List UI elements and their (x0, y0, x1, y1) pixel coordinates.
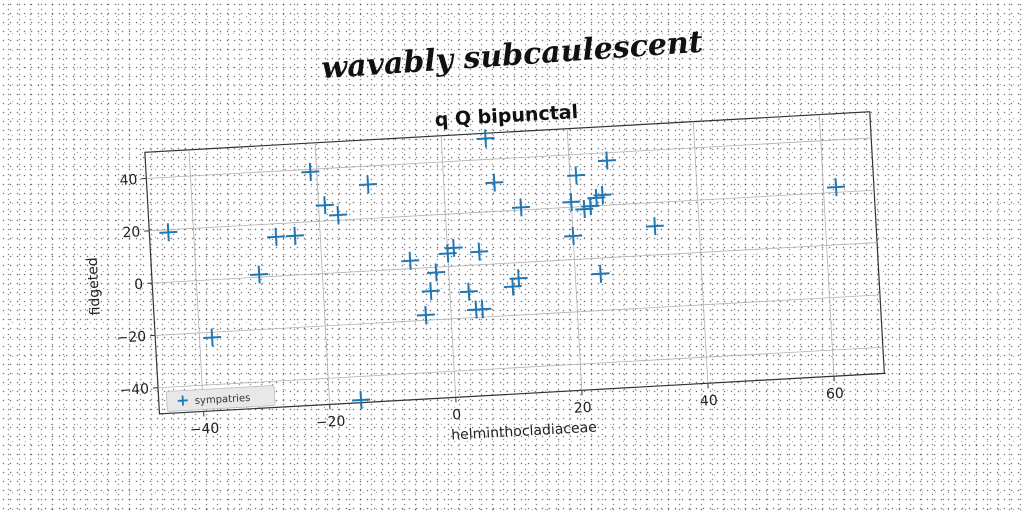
data-point (476, 129, 495, 148)
y-tick-label: 0 (134, 277, 144, 293)
data-point (358, 175, 377, 194)
data-point (593, 185, 612, 204)
data-point (826, 178, 846, 197)
legend-marker-icon (177, 395, 188, 406)
tick-labels: −40 −20 0 20 40 60 −40 −20 0 20 40 (116, 172, 845, 439)
y-tick-label: −20 (116, 329, 146, 347)
data-point (416, 305, 435, 325)
x-tick-label: −20 (315, 414, 345, 432)
data-point (159, 223, 178, 242)
y-grid-line (155, 294, 880, 336)
x-tick-label: 40 (700, 393, 719, 410)
data-point (473, 300, 492, 319)
grid-lines (141, 114, 883, 417)
y-grid-line (146, 137, 872, 179)
data-point (315, 196, 334, 215)
y-axis-label: fidgeted (85, 257, 104, 316)
y-grid-line (152, 242, 878, 284)
data-point (266, 227, 286, 246)
data-point (427, 263, 446, 282)
data-point (250, 265, 269, 284)
data-point (421, 282, 440, 301)
y-grid-line (157, 346, 883, 389)
x-axis-label: helminthocladiaceae (451, 420, 597, 444)
y-tick-label: 20 (122, 224, 141, 241)
y-tick-label: 40 (119, 172, 138, 189)
data-point (562, 192, 581, 211)
data-point (645, 217, 664, 236)
data-point (485, 173, 504, 192)
plot-group: −40 −20 0 20 40 60 −40 −20 0 20 40 q Q bipunctal h… (85, 101, 885, 444)
legend: sympatries (165, 385, 276, 412)
data-points (159, 129, 846, 410)
x-tick-label: 60 (826, 386, 845, 403)
data-point (597, 151, 616, 170)
x-tick-label: 20 (573, 400, 592, 417)
legend-box (165, 385, 276, 412)
data-point (285, 226, 304, 245)
data-point (509, 269, 528, 288)
data-point (301, 162, 320, 181)
data-point (459, 282, 478, 301)
data-point (591, 264, 610, 283)
data-point (351, 390, 371, 410)
data-point (511, 198, 531, 217)
chart-title: q Q bipunctal (434, 101, 578, 131)
data-point (444, 238, 463, 257)
y-tick-label: −40 (119, 381, 149, 399)
data-point (470, 242, 489, 261)
data-point (329, 205, 348, 225)
legend-label: sympatries (195, 393, 251, 407)
x-tick-label: 0 (452, 407, 462, 423)
data-point (567, 166, 586, 185)
y-grid-line (149, 189, 875, 232)
data-point (401, 251, 420, 270)
data-point (564, 226, 583, 245)
x-tick-label: −40 (189, 421, 219, 439)
data-point (203, 328, 222, 347)
